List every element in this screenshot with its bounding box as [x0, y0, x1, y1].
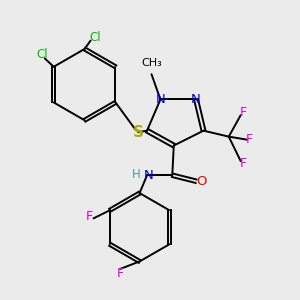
Text: N: N	[155, 93, 165, 106]
Text: Cl: Cl	[89, 31, 101, 44]
Text: F: F	[117, 267, 124, 280]
Text: CH₃: CH₃	[141, 58, 162, 68]
Text: F: F	[246, 133, 253, 146]
Text: F: F	[240, 157, 247, 170]
Text: S: S	[133, 125, 144, 140]
Text: F: F	[240, 106, 247, 119]
Text: Cl: Cl	[36, 48, 48, 62]
Text: O: O	[196, 175, 207, 188]
Text: N: N	[191, 93, 201, 106]
Text: F: F	[85, 210, 93, 224]
Text: N: N	[144, 169, 153, 182]
Text: H: H	[132, 168, 141, 181]
